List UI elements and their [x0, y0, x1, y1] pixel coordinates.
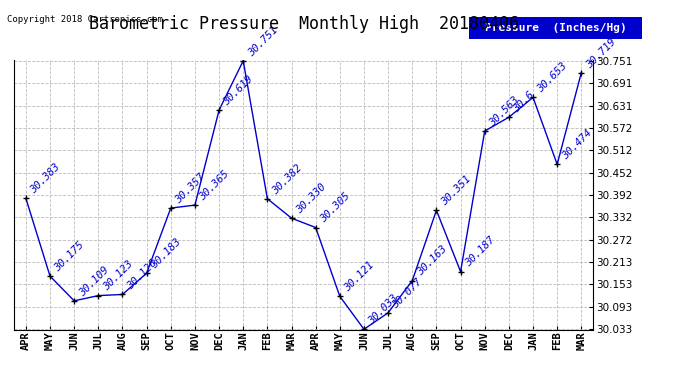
Text: 30.163: 30.163 — [415, 244, 448, 278]
Text: 30.351: 30.351 — [440, 174, 473, 207]
Text: 30.109: 30.109 — [77, 264, 110, 298]
Text: 30.619: 30.619 — [222, 74, 255, 107]
Text: Pressure  (Inches/Hg): Pressure (Inches/Hg) — [484, 23, 627, 33]
Text: 30.357: 30.357 — [174, 172, 207, 205]
Text: 30.077: 30.077 — [391, 276, 424, 310]
Text: 30.183: 30.183 — [150, 237, 183, 270]
Text: 30.6: 30.6 — [512, 90, 536, 114]
Text: 30.330: 30.330 — [295, 182, 328, 215]
Text: 30.305: 30.305 — [319, 191, 352, 225]
Text: Barometric Pressure  Monthly High  20180406: Barometric Pressure Monthly High 2018040… — [88, 15, 519, 33]
Text: 30.563: 30.563 — [488, 94, 521, 128]
Text: 30.719: 30.719 — [584, 36, 618, 70]
Text: 30.365: 30.365 — [198, 169, 231, 202]
Text: 30.121: 30.121 — [343, 260, 376, 294]
Text: 30.187: 30.187 — [464, 235, 497, 269]
Text: 30.383: 30.383 — [29, 162, 62, 196]
Text: 30.175: 30.175 — [53, 240, 86, 273]
Text: 30.123: 30.123 — [101, 259, 135, 293]
Text: 30.653: 30.653 — [536, 61, 569, 94]
Text: 30.033: 30.033 — [367, 293, 400, 327]
Text: Copyright 2018 Cartronics.com: Copyright 2018 Cartronics.com — [7, 15, 163, 24]
Text: 30.382: 30.382 — [270, 162, 304, 196]
Text: 30.474: 30.474 — [560, 128, 593, 162]
Text: 30.126: 30.126 — [126, 258, 159, 292]
Text: 30.751: 30.751 — [246, 24, 279, 58]
